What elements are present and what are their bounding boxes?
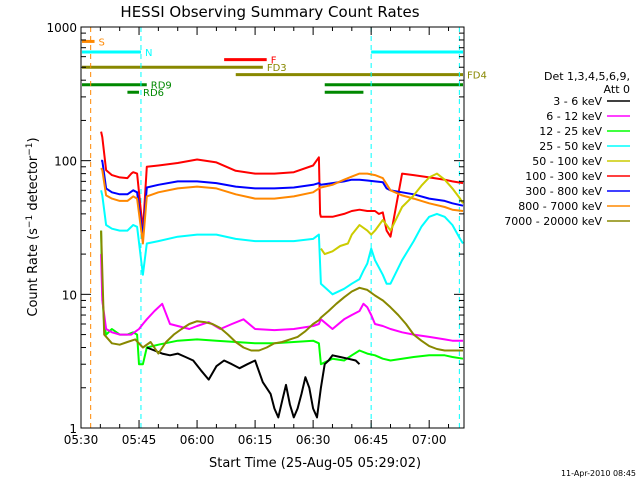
x-tick-label-05-45: 05:45 xyxy=(122,433,157,447)
generation-timestamp: 11-Apr-2010 08:45 xyxy=(561,469,636,478)
chart-title: HESSI Observing Summary Count Rates xyxy=(120,3,419,21)
x-tick-label-07-00: 07:00 xyxy=(412,433,447,447)
y-tick-label-10: 10 xyxy=(62,288,77,302)
legend: Det 1,3,4,5,6,9,Att 03 - 6 keV 6 - 12 keV… xyxy=(504,70,630,228)
x-tick-label-06-00: 06:00 xyxy=(180,433,215,447)
series-50-100-kev xyxy=(320,172,464,256)
flag-label-rd9: RD9 xyxy=(151,81,172,92)
flag-label-rd6: RD6 xyxy=(143,88,164,99)
plot-frame xyxy=(80,26,465,429)
series-6-12-kev xyxy=(100,254,463,342)
series-800-7000-kev xyxy=(100,167,464,245)
series-3-6-kev xyxy=(146,346,361,419)
y-axis-label-main: Count Rate (s xyxy=(26,228,41,317)
x-axis-label: Start Time (25-Aug-05 05:29:02) xyxy=(209,456,421,471)
y-axis-label-sup2: −1 xyxy=(25,142,35,155)
x-tick-label-06-15: 06:15 xyxy=(238,433,273,447)
legend-label-6-12-kev: 6 - 12 keV xyxy=(546,110,602,123)
y-tick-label-1000: 1000 xyxy=(46,21,77,35)
series-25-50-kev xyxy=(100,190,464,296)
legend-label-12-25-kev: 12 - 25 keV xyxy=(539,125,602,138)
legend-header-1: Att 0 xyxy=(604,83,630,96)
legend-label-25-50-kev: 25 - 50 keV xyxy=(539,140,602,153)
y-tick-label-100: 100 xyxy=(54,155,77,169)
legend-header-0: Det 1,3,4,5,6,9, xyxy=(544,70,630,83)
axes-layer: 05:30 05:45 06:00 06:15 06:30 06:45 07:00 1 10 10… xyxy=(46,21,464,447)
legend-label-100-300-kev: 100 - 300 keV xyxy=(525,170,602,183)
x-tick-label-06-45: 06:45 xyxy=(354,433,389,447)
x-tick-label-06-30: 06:30 xyxy=(296,433,331,447)
y-axis-label-mid: detector xyxy=(26,155,41,215)
series-100-300-kev xyxy=(100,131,464,238)
legend-label-3-6-kev: 3 - 6 keV xyxy=(553,95,602,108)
y-axis-label: Count Rate (s−1 detector−1) xyxy=(25,137,41,316)
x-tick-label-05-30: 05:30 xyxy=(64,433,99,447)
legend-label-50-100-kev: 50 - 100 keV xyxy=(532,155,602,168)
legend-label-300-800-kev: 300 - 800 keV xyxy=(525,185,602,198)
series-7000-20000-kev xyxy=(100,230,463,355)
y-tick-label-1: 1 xyxy=(69,422,77,436)
flag-label-fd3: FD3 xyxy=(267,63,287,74)
legend-label-800-7000-kev: 800 - 7000 keV xyxy=(518,200,602,213)
legend-label-7000-20000-kev: 7000 - 20000 keV xyxy=(504,215,602,228)
y-axis-label-sup1: −1 xyxy=(25,215,35,228)
flag-label-f: F xyxy=(271,56,277,67)
series-layer xyxy=(100,131,464,419)
flag-label-fd4: FD4 xyxy=(467,71,487,82)
flag-label-n: N xyxy=(145,48,152,59)
flag-label-s: S xyxy=(99,37,105,48)
y-axis-label-end: ) xyxy=(26,137,41,142)
